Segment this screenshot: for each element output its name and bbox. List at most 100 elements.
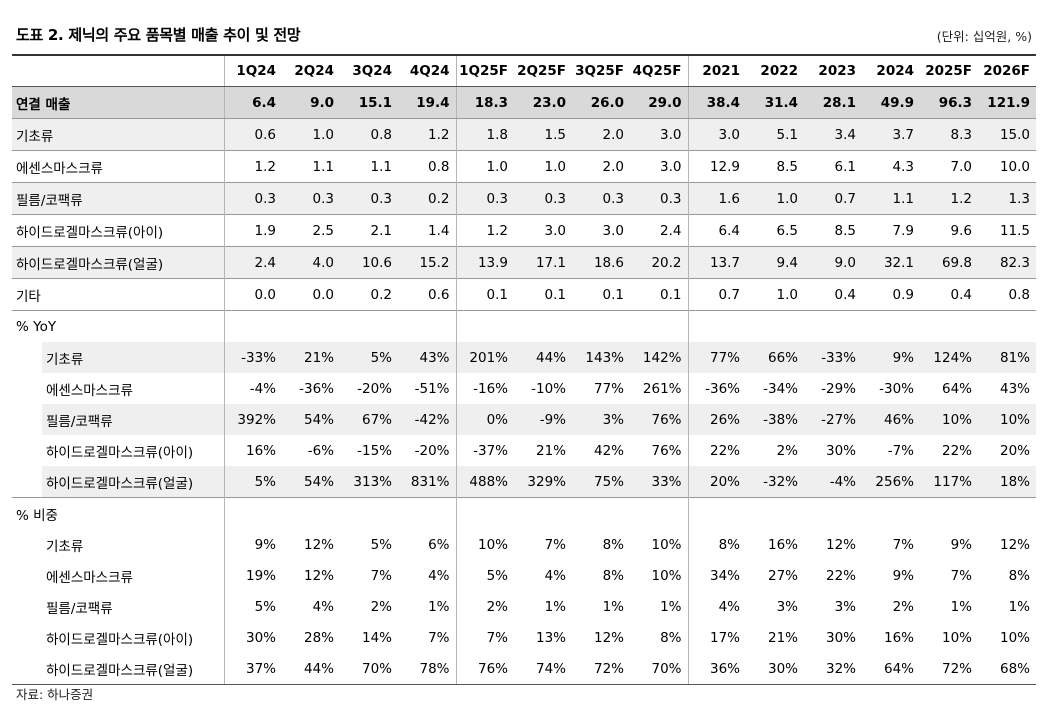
table-cell: 6.1 (804, 150, 862, 183)
yoy-section-header: % YoY (12, 310, 1036, 342)
table-cell: 81% (978, 342, 1036, 373)
table-cell (572, 310, 630, 342)
table-header: 도표 2. 제닉의 주요 품목별 매출 추이 및 전망 (단위: 십억원, %) (12, 22, 1036, 48)
table-cell: 1.8 (455, 118, 514, 151)
table-cell: 9.6 (920, 214, 978, 247)
table-cell: 329% (514, 466, 572, 498)
column-header-blank (12, 54, 224, 87)
table-cell: 68% (978, 653, 1036, 685)
table-cell: 1% (428, 598, 450, 615)
table-cell: -30% (879, 380, 914, 397)
table-cell: 64% (862, 653, 920, 685)
table-cell: 21% (535, 442, 566, 459)
table-cell: 261% (642, 380, 682, 397)
table-cell: 9% (862, 342, 920, 373)
table-cell: 0.1 (572, 278, 630, 311)
table-cell: 7% (892, 536, 914, 553)
table-cell: 82.3 (978, 246, 1036, 279)
table-cell: 36% (687, 653, 746, 685)
table-cell (282, 497, 340, 529)
table-cell: 20.2 (630, 246, 688, 279)
table-cell: 23.0 (514, 86, 572, 119)
table-cell: 13.7 (687, 246, 746, 279)
table-cell: 19% (223, 560, 282, 591)
table-cell: 1.5 (514, 118, 572, 151)
table-cell: 10% (455, 529, 514, 560)
table-cell: -36% (687, 373, 746, 404)
table-cell: 46% (862, 404, 920, 435)
table-cell: 0.3 (282, 182, 340, 215)
table-cell: 8% (602, 536, 624, 553)
table-cell: 0.6 (398, 278, 456, 311)
table-cell: 69.8 (920, 246, 978, 279)
table-cell (920, 497, 978, 529)
table-cell: 70% (340, 653, 398, 685)
yoy-row: 에센스마스크류 -4% -36% -20% -51% -16% -10% 77% 261% -36… (12, 373, 1036, 404)
table-cell: 3% (834, 598, 856, 615)
table-cell: 0.4 (804, 278, 862, 311)
table-cell: -32% (746, 466, 804, 498)
row-label: 하이드로겔마스크류(아이) (46, 444, 194, 461)
table-cell: 78% (398, 653, 456, 685)
row-label: 에센스마스크류 (46, 569, 133, 586)
table-cell (804, 497, 862, 529)
table-cell: -36% (299, 380, 334, 397)
table-cell: 1% (1008, 598, 1030, 615)
table-cell: 54% (282, 466, 340, 498)
table-cell: 8.5 (746, 150, 804, 183)
table-cell: 2% (455, 591, 514, 622)
table-cell (340, 310, 398, 342)
table-cell: 9.0 (804, 246, 862, 279)
table-cell: 1.0 (455, 150, 514, 183)
row-label: 기초류 (12, 118, 224, 151)
table-cell: 96.3 (920, 86, 978, 119)
table-cell: 77% (687, 342, 746, 373)
table-cell: 22% (941, 442, 972, 459)
table-cell: 21% (767, 629, 798, 646)
table-cell: 7% (544, 536, 566, 553)
share-row: 하이드로겔마스크류(얼굴) 37% 44% 70% 78% 76% 74% 72% 70% 36%… (12, 653, 1036, 685)
table-cell: 17% (687, 622, 746, 653)
table-cell: 5% (340, 342, 398, 373)
table-cell: 1.1 (282, 150, 340, 183)
table-cell: 32% (804, 653, 862, 685)
table-cell: 10% (941, 629, 972, 646)
table-cell: 30% (223, 622, 282, 653)
column-header: 2025F (920, 54, 978, 87)
table-cell: 64% (941, 380, 972, 397)
share-row: 에센스마스크류 19% 12% 7% 4% 5% 4% 8% 10% 34% 27% 22% 9% 7% 8… (12, 560, 1036, 591)
table-cell: 13% (535, 629, 566, 646)
yoy-row: 하이드로겔마스크류(아이) 16% -6% -15% -20% -37% 21% 42% 76%… (12, 435, 1036, 466)
table-cell: 76% (630, 404, 688, 435)
table-cell: 30% (825, 442, 856, 459)
table-cell: 38.4 (687, 86, 746, 119)
table-cell (455, 497, 514, 529)
table-cell: 1.4 (398, 214, 456, 247)
row-label: 하이드로겔마스크류(아이) (46, 631, 194, 648)
table-cell: 6.4 (687, 214, 746, 247)
table-cell: 201% (455, 342, 514, 373)
table-cell: -34% (763, 380, 798, 397)
table-cell: 1.2 (455, 214, 514, 247)
table-cell: 1.2 (223, 150, 282, 183)
unit-note: (단위: 십억원, %) (936, 29, 1032, 44)
table-cell (340, 497, 398, 529)
table-cell: 67% (340, 404, 398, 435)
table-cell: 17.1 (514, 246, 572, 279)
table-cell: 13.9 (455, 246, 514, 279)
table-cell: 143% (572, 342, 630, 373)
table-cell: 0.4 (920, 278, 978, 311)
table-cell: 313% (340, 466, 398, 498)
table-cell: 3% (776, 598, 798, 615)
table-cell: 3.0 (687, 118, 746, 151)
table-cell: -20% (357, 380, 392, 397)
table-cell: 4% (544, 567, 566, 584)
revenue-row: 하이드로겔마스크류(얼굴) 2.4 4.0 10.6 15.2 13.9 17.1 18.6 2… (12, 246, 1036, 279)
table-cell: 5% (223, 591, 282, 622)
table-cell: 392% (223, 404, 282, 435)
table-cell: 0.0 (282, 278, 340, 311)
table-cell: 16% (767, 536, 798, 553)
table-cell: 54% (282, 404, 340, 435)
table-cell: 2.1 (340, 214, 398, 247)
table-cell (746, 310, 804, 342)
